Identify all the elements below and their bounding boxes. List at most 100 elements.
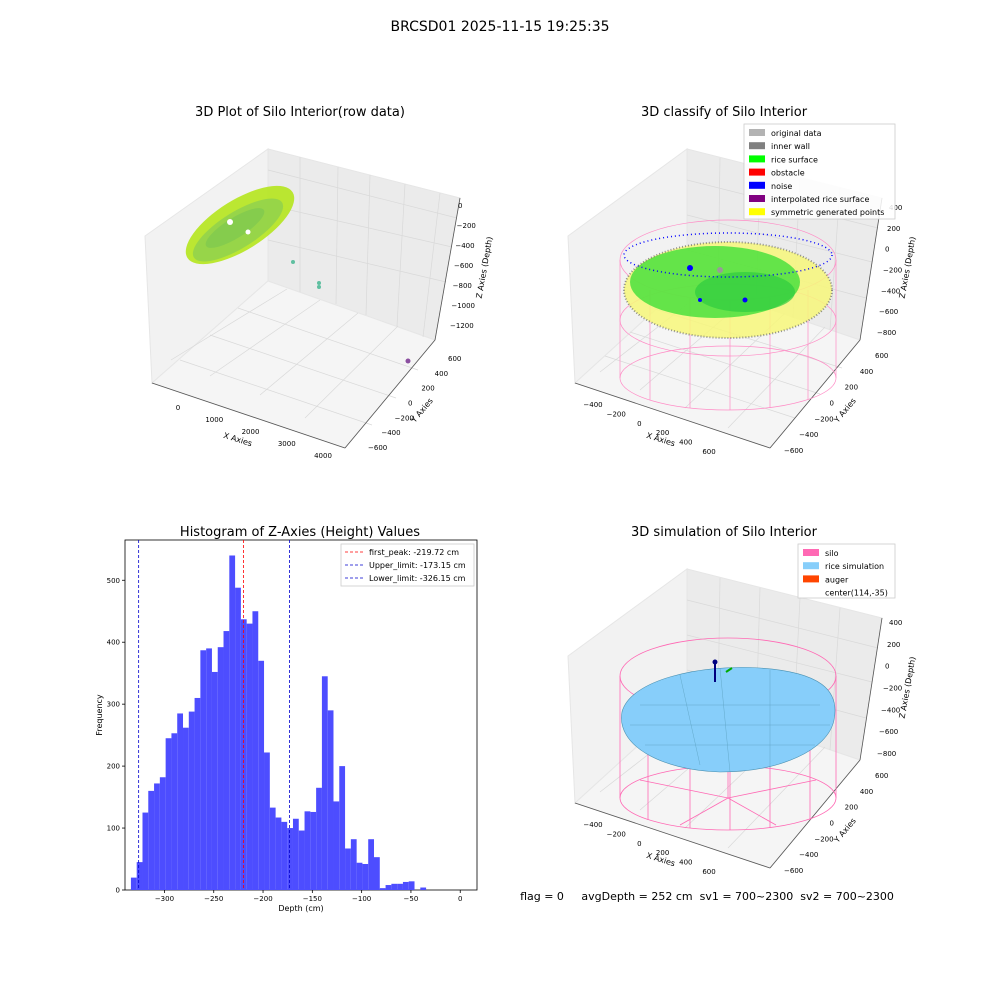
panel4-y-tick-label: −600 [784,867,803,875]
histogram-bar [298,830,305,890]
panel2-y-tick-label: 200 [845,384,858,392]
panel1-x-axis [151,382,346,449]
panel1-y-tick-label: 200 [421,385,434,393]
panel2-y-tick-label: −400 [799,431,818,439]
panel1-y-tick-label: 600 [448,355,461,363]
panel1-x-tick-label: 3000 [278,440,296,448]
panel3-xlabel: Depth (cm) [278,904,323,913]
panel2-legend-item-label: original data [771,129,822,138]
panel2-y-tick-label: 0 [830,400,834,408]
histogram-bar [368,839,375,890]
panel4-z-tick-label: −200 [883,685,902,693]
histogram-bar [246,623,253,890]
panel3-bars [130,555,427,890]
histogram-bar [339,766,346,890]
histogram-bar [240,619,247,890]
panel4-y-tick-label: −200 [814,835,833,843]
panel4-y-tick-label: 600 [875,772,888,780]
histogram-bar [304,811,311,890]
panel2-x-tick-label: 400 [679,439,692,447]
panel2-y-tick-label: −200 [814,415,833,423]
panel4-legend: silo rice simulation auger center(114,-35) [797,543,896,599]
histogram-legend-box [340,543,475,587]
panel4-y-axis [769,759,861,869]
histogram-bar [142,812,149,890]
panel2-classified-points [623,232,833,339]
histogram-legend-label: Lower_limit: -326.15 cm [369,574,466,583]
panel4-x-tick-label: −200 [607,830,626,838]
panel2-legend-item-label: obstacle [771,169,805,178]
panel1-grid [170,157,458,426]
histogram-bar [281,821,288,890]
panel1-x-tick-label: 2000 [242,428,260,436]
panel1-z-ticks: 0 −200 −400 −600 −800 −1000 −1200 [450,202,476,330]
panel2-x-ticks: −400 −200 0 200 400 600 [583,401,715,456]
histogram-bar [206,648,212,890]
panel4-legend-item-label: rice simulation [825,562,884,571]
panel4-x-tick-label: 0 [637,840,641,848]
histogram-bar [235,587,241,890]
histogram-bar [292,818,299,890]
panel2-legend-item-swatch [749,195,765,202]
panel2-z-tick-label: −400 [881,287,900,295]
histogram-bar [408,881,415,890]
histogram-bar [269,807,276,890]
panel2-z-tick-label: 0 [885,246,889,254]
panel1-z-axis [434,197,461,341]
histogram-bar [350,839,357,890]
histogram-bar [177,713,184,890]
histogram-bar [310,811,317,890]
panel3-y-ticks: 0 100 200 300 400 500 [107,577,125,895]
panel1-x-ticks: 0 1000 2000 3000 4000 [176,404,332,460]
panel1-y-tick-label: −200 [395,414,414,422]
histogram-y-tick-label: 0 [116,887,120,895]
panel4-x-tick-label: 400 [679,859,692,867]
histogram-bar [391,883,398,890]
panel2-legend-item-swatch [749,142,765,150]
panel1-point-cloud [185,185,411,364]
panel1-y-tick-label: 400 [435,370,448,378]
panel1-y-tick-label: 0 [408,400,412,408]
panel1-y-tick-label: −600 [368,444,387,452]
histogram-bar [316,787,322,890]
panel4-y-tick-label: 200 [845,804,858,812]
panel1-z-tick-label: −800 [453,282,472,290]
histogram-legend-label: Upper_limit: -173.15 cm [369,561,466,570]
panel1-x-tick-label: 0 [176,404,180,412]
histogram-x-tick-label: 0 [458,895,462,903]
panel2-y-axis [769,339,861,449]
histogram-bar [194,697,201,890]
panel2-legend-item-swatch [749,208,765,216]
panel4-z-tick-label: 400 [889,619,902,627]
histogram-x-tick-label: −150 [303,895,322,903]
panel2-z-tick-label: −600 [879,308,898,316]
histogram-bar [374,857,380,890]
panel4-x-tick-label: 600 [702,868,715,876]
panel2-legend-item-label: rice surface [771,155,818,164]
panel4-x-tick-label: −400 [583,821,602,829]
panel2-x-tick-label: 600 [702,448,715,456]
panel2-legend-item-swatch [749,155,765,163]
panel2-z-tick-label: −200 [883,267,902,275]
panel2-legend-item-box [743,123,896,220]
panel-histogram: Histogram of Z-Axies (Height) Values −30… [95,525,478,913]
panel1-z-tick-label: −1200 [450,322,474,330]
panel2-z-axis [859,197,883,341]
panel2-x-tick-label: −400 [583,401,602,409]
histogram-bar [327,710,334,890]
histogram-bar [385,885,392,890]
panel2-legend-item-label: noise [771,182,792,191]
panel2-y-tick-label: 400 [860,368,873,376]
panel4-y-tick-label: 0 [830,820,834,828]
histogram-bar [333,801,340,890]
panel4-legend-item-label: silo [825,549,839,558]
panel4-ylabel: Y Axies [832,816,858,845]
panel2-ylabel: Y Axies [832,396,858,425]
panel2-legend-item-label: inner wall [771,142,810,151]
histogram-bar [200,650,207,890]
panel4-z-tick-label: −800 [877,750,896,758]
histogram-bar [223,631,230,890]
